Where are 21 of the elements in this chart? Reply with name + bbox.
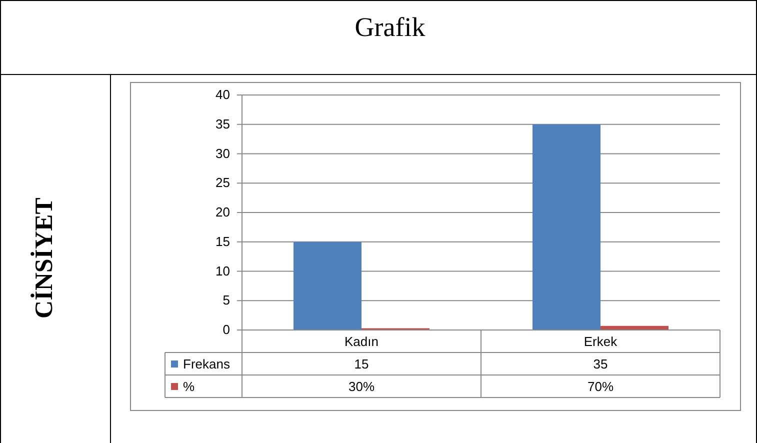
chart-title: Grafik: [354, 12, 426, 42]
y-tick-label: 5: [222, 292, 230, 308]
data-label: 30%: [348, 379, 375, 394]
legend-label: %: [183, 379, 195, 394]
data-label: 70%: [587, 379, 614, 394]
bar: [532, 124, 600, 330]
y-tick-label: 15: [216, 234, 230, 249]
x-tick-label: Kadın: [344, 334, 378, 349]
text: CİNSİYET: [30, 197, 58, 318]
y-tick-label: 10: [216, 263, 230, 278]
x-tick-label: Erkek: [584, 334, 618, 349]
y-tick-label: 25: [216, 175, 230, 190]
y-tick-label: 30: [216, 146, 230, 161]
y-tick-label: 0: [222, 322, 230, 337]
y-tick-label: 35: [216, 116, 230, 132]
bar: [294, 242, 362, 330]
data-label: 35: [593, 356, 608, 372]
y-tick-label: 40: [216, 87, 230, 102]
legend-label: Frekans: [183, 356, 230, 372]
y-tick-label: 20: [216, 204, 230, 220]
data-label: 15: [354, 356, 369, 372]
